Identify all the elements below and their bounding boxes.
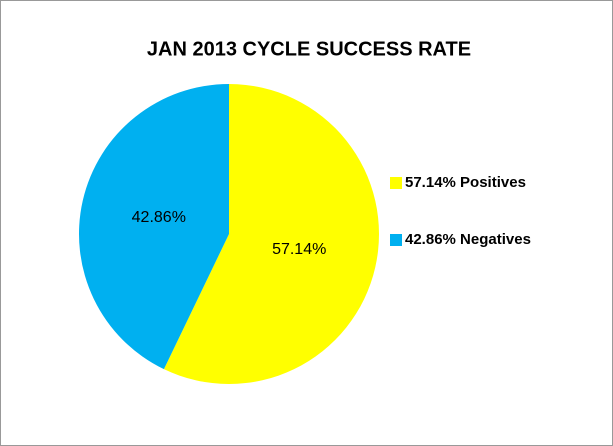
data-label: 57.14% <box>272 241 326 258</box>
legend-label: 42.86% Negatives <box>405 231 531 248</box>
chart-title: JAN 2013 CYCLE SUCCESS RATE <box>147 38 471 60</box>
pie-slice <box>163 84 379 384</box>
legend-label: 57.14% Positives <box>405 174 526 191</box>
legend-swatch <box>390 177 402 189</box>
data-label: 42.86% <box>132 209 186 226</box>
legend-swatch <box>390 234 402 246</box>
pie-slice <box>78 84 229 370</box>
